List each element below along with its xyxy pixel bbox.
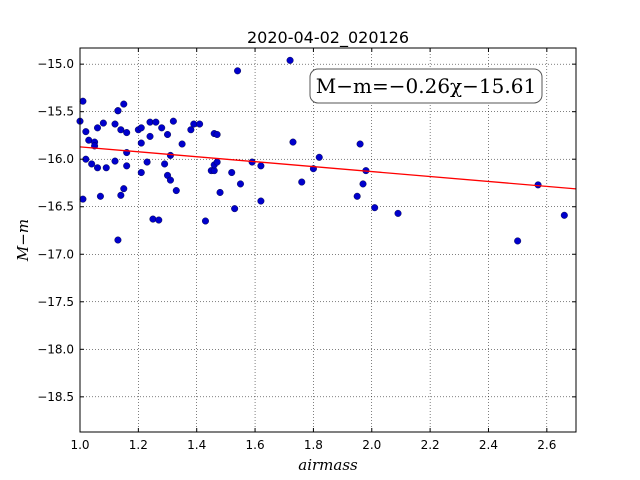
data-point	[178, 140, 186, 148]
data-point	[298, 178, 306, 186]
y-tick-label: −18.5	[37, 390, 74, 404]
data-point	[120, 185, 128, 193]
fit-line	[79, 146, 577, 190]
data-point	[94, 164, 102, 172]
data-point	[114, 236, 122, 244]
data-point	[111, 120, 119, 128]
fit-line-group	[79, 146, 577, 190]
data-point	[359, 180, 367, 188]
data-point	[117, 126, 125, 134]
data-point	[315, 153, 323, 161]
data-point	[85, 136, 93, 144]
data-points	[76, 56, 568, 245]
x-tick-label: 2.4	[479, 438, 498, 452]
data-point	[371, 204, 379, 212]
x-axis-label: airmass	[298, 456, 358, 474]
data-point	[514, 237, 522, 245]
data-point	[166, 151, 174, 159]
data-point	[111, 157, 119, 165]
data-point	[161, 160, 169, 168]
x-tick-label: 1.4	[187, 438, 206, 452]
equation-box: M−m=−0.26χ−15.61	[309, 68, 543, 104]
x-tick-label: 1.0	[70, 438, 89, 452]
data-point	[201, 217, 209, 225]
data-point	[94, 124, 102, 132]
equation-box-frame	[309, 68, 543, 104]
y-tick-label: −16.5	[37, 200, 74, 214]
y-tick-label: −15.5	[37, 105, 74, 119]
data-point	[99, 119, 107, 127]
data-point	[164, 130, 172, 138]
data-point	[216, 188, 224, 196]
data-point	[143, 158, 151, 166]
data-point	[172, 187, 180, 195]
data-point	[158, 124, 166, 132]
data-point	[137, 169, 145, 177]
data-point	[96, 192, 104, 200]
data-point	[234, 67, 242, 75]
data-point	[123, 162, 131, 170]
data-point	[286, 56, 294, 64]
data-point	[213, 158, 221, 166]
chart-title: 2020-04-02_020126	[247, 28, 409, 48]
data-point	[79, 97, 87, 105]
data-point	[102, 164, 110, 172]
data-point	[120, 100, 128, 108]
equation-text: M−m=−0.26χ−15.61	[316, 74, 536, 98]
x-tick-label: 2.2	[421, 438, 440, 452]
y-tick-label: −17.0	[37, 247, 74, 261]
data-point	[257, 197, 265, 205]
y-tick-label: −17.5	[37, 295, 74, 309]
data-point	[187, 126, 195, 134]
y-tick-label: −15.0	[37, 57, 74, 71]
data-point	[114, 107, 122, 115]
data-point	[353, 192, 361, 200]
data-point	[213, 130, 221, 138]
data-point	[117, 191, 125, 199]
data-point	[190, 120, 198, 128]
x-tick-label: 1.8	[304, 438, 323, 452]
data-point	[155, 216, 163, 224]
data-point	[146, 132, 154, 140]
data-point	[137, 139, 145, 147]
data-point	[152, 118, 160, 126]
data-point	[149, 215, 157, 223]
data-point	[169, 117, 177, 125]
data-point	[146, 118, 154, 126]
x-tick-label: 2.0	[362, 438, 381, 452]
data-point	[123, 129, 131, 137]
plot-frame	[79, 47, 577, 433]
data-point	[231, 205, 239, 213]
data-point	[228, 169, 236, 177]
y-tick-label: −16.0	[37, 152, 74, 166]
x-tick-label: 1.2	[129, 438, 148, 452]
data-point	[560, 211, 568, 219]
x-tick-label: 1.6	[246, 438, 265, 452]
ticks: 1.0 1.2 1.4 1.6 1.8 2.0 2.2 2.4 2.6 −15.0 −15.5 −16…	[37, 48, 576, 452]
data-point	[289, 138, 297, 146]
data-point	[196, 120, 204, 128]
data-point	[166, 176, 174, 184]
y-tick-label: −18.0	[37, 342, 74, 356]
x-tick-label: 2.6	[537, 438, 556, 452]
data-point	[356, 140, 364, 148]
data-point	[236, 180, 244, 188]
data-point	[82, 128, 90, 136]
data-point	[394, 209, 402, 217]
y-axis-label: M−m	[14, 219, 32, 262]
data-point	[137, 124, 145, 132]
data-point	[79, 195, 87, 203]
data-point	[257, 162, 265, 170]
data-point	[88, 160, 96, 168]
